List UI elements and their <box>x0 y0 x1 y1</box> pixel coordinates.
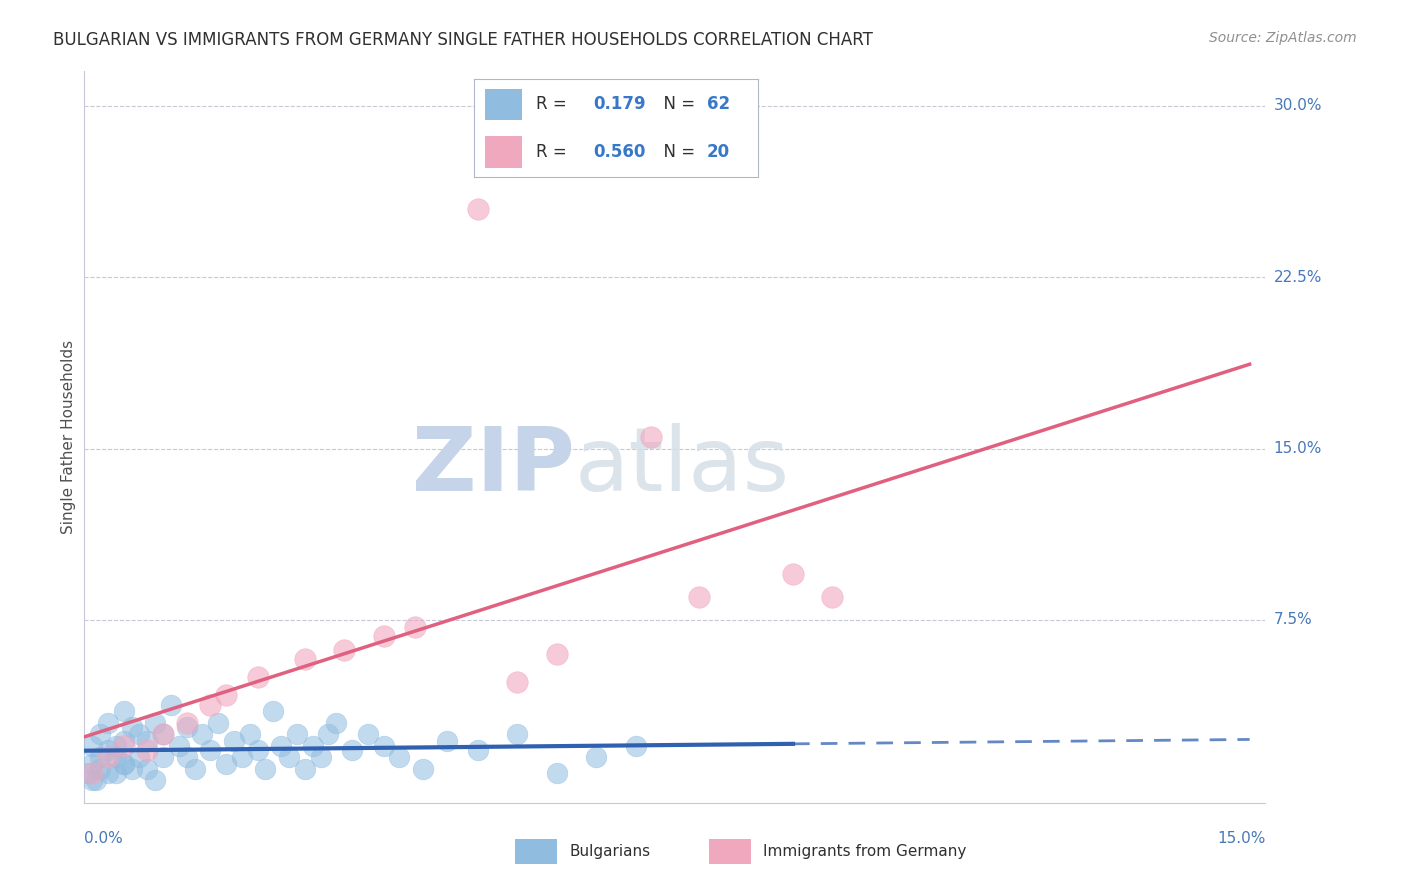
Text: Source: ZipAtlas.com: Source: ZipAtlas.com <box>1209 31 1357 45</box>
Y-axis label: Single Father Households: Single Father Households <box>60 340 76 534</box>
Point <box>136 762 159 776</box>
Text: atlas: atlas <box>575 423 790 510</box>
Point <box>152 750 174 764</box>
Point <box>104 750 127 764</box>
Point <box>640 430 662 444</box>
Text: 22.5%: 22.5% <box>1274 269 1322 285</box>
Point <box>333 642 356 657</box>
Point <box>97 750 120 764</box>
Point <box>104 766 127 780</box>
Point <box>97 715 120 730</box>
Text: BULGARIAN VS IMMIGRANTS FROM GERMANY SINGLE FATHER HOUSEHOLDS CORRELATION CHART: BULGARIAN VS IMMIGRANTS FROM GERMANY SIN… <box>53 31 873 49</box>
Point <box>112 756 135 771</box>
Text: 30.0%: 30.0% <box>1274 98 1322 113</box>
Point <box>388 750 411 764</box>
Point <box>688 590 710 604</box>
Point <box>136 743 159 757</box>
Point <box>207 715 229 730</box>
Point <box>112 756 135 771</box>
Point <box>89 762 111 776</box>
Point <box>112 739 135 753</box>
Point <box>215 689 238 703</box>
Point <box>191 727 214 741</box>
Text: 7.5%: 7.5% <box>1274 613 1312 627</box>
Point <box>821 590 844 604</box>
Point <box>246 670 269 684</box>
Point <box>97 766 120 780</box>
Point <box>176 750 198 764</box>
Point <box>104 739 127 753</box>
Text: Immigrants from Germany: Immigrants from Germany <box>763 845 967 859</box>
Point <box>121 720 143 734</box>
Point <box>152 727 174 741</box>
Point <box>121 762 143 776</box>
Point <box>128 750 150 764</box>
Point <box>254 762 277 776</box>
Point <box>176 715 198 730</box>
Point <box>152 727 174 741</box>
Point <box>82 766 104 780</box>
Text: ZIP: ZIP <box>412 423 575 510</box>
Point <box>215 756 238 771</box>
Point <box>404 620 426 634</box>
Point <box>82 772 104 787</box>
Point <box>340 743 363 757</box>
Point <box>270 739 292 753</box>
Point <box>112 734 135 748</box>
Point <box>222 734 245 748</box>
Point <box>200 698 222 712</box>
Point <box>246 743 269 757</box>
Point <box>183 762 205 776</box>
Point <box>467 202 489 216</box>
Point <box>318 727 340 741</box>
Point <box>128 727 150 741</box>
Point <box>176 720 198 734</box>
Point <box>167 739 190 753</box>
Text: Bulgarians: Bulgarians <box>569 845 651 859</box>
Point <box>89 750 111 764</box>
Point <box>294 762 316 776</box>
Point <box>77 766 100 780</box>
Point <box>143 772 166 787</box>
Point <box>278 750 301 764</box>
Point <box>143 715 166 730</box>
Point <box>412 762 434 776</box>
Point <box>82 739 104 753</box>
Point <box>136 734 159 748</box>
Point <box>309 750 332 764</box>
Point <box>97 743 120 757</box>
Point <box>506 727 529 741</box>
Point <box>436 734 458 748</box>
Text: 0.0%: 0.0% <box>84 830 124 846</box>
FancyBboxPatch shape <box>709 839 751 864</box>
Point <box>301 739 323 753</box>
Point <box>285 727 308 741</box>
Point <box>325 715 347 730</box>
Point <box>782 567 804 582</box>
Point <box>160 698 183 712</box>
Point <box>585 750 607 764</box>
Point <box>84 772 107 787</box>
Point <box>82 756 104 771</box>
Point <box>239 727 262 741</box>
Point <box>546 766 568 780</box>
Point <box>373 739 395 753</box>
Text: 15.0%: 15.0% <box>1274 441 1322 456</box>
FancyBboxPatch shape <box>515 839 557 864</box>
Point <box>294 652 316 666</box>
Point <box>200 743 222 757</box>
Point <box>624 739 647 753</box>
Point <box>506 674 529 689</box>
Point <box>467 743 489 757</box>
Text: 15.0%: 15.0% <box>1218 830 1265 846</box>
Point <box>357 727 380 741</box>
Point <box>262 705 284 719</box>
Point <box>112 705 135 719</box>
Point <box>373 629 395 643</box>
Point <box>89 727 111 741</box>
Point <box>231 750 253 764</box>
Point <box>546 647 568 661</box>
